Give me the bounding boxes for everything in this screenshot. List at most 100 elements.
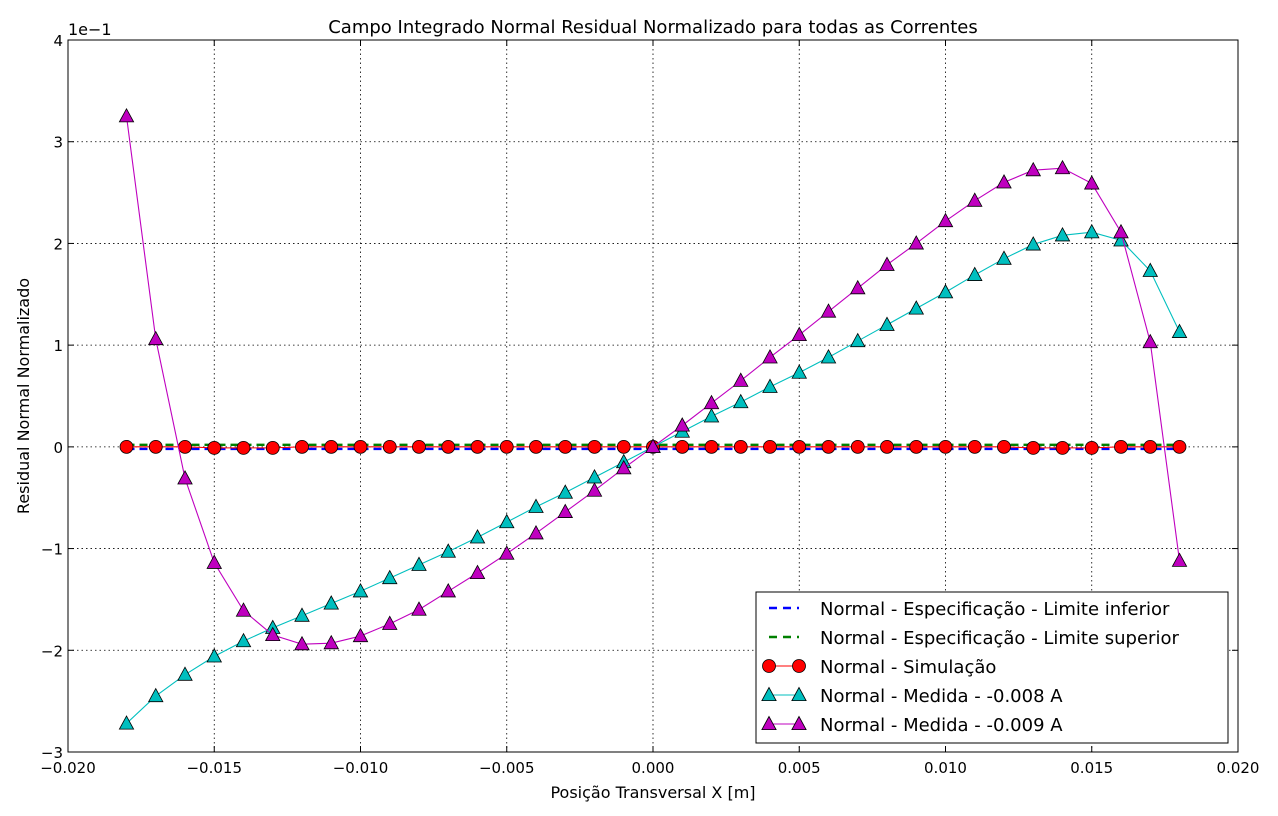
data-point [1143, 439, 1158, 454]
data-point [792, 439, 807, 454]
data-point [1114, 439, 1128, 454]
data-point [820, 349, 837, 364]
data-point [1113, 232, 1129, 247]
data-point [469, 564, 486, 580]
legend-label: Normal - Simulação [820, 657, 996, 678]
data-point [732, 393, 749, 409]
data-point [528, 524, 544, 540]
data-point [381, 615, 398, 630]
data-point [294, 607, 310, 622]
data-point [382, 439, 397, 454]
x-tick-label: −0.020 [40, 759, 96, 777]
data-point [265, 440, 280, 455]
series-2 [119, 439, 1187, 455]
data-point [586, 482, 603, 497]
y-tick-label: 3 [53, 134, 63, 152]
legend-label: Normal - Medida - -0.008 A [820, 686, 1063, 707]
data-point [908, 235, 925, 250]
x-tick-label: −0.005 [479, 759, 535, 777]
data-point [207, 440, 222, 455]
data-point [849, 332, 866, 348]
data-point [498, 545, 515, 560]
data-point [791, 326, 808, 341]
data-point [996, 174, 1012, 189]
x-tick-label: 0.005 [778, 759, 821, 777]
legend-marker [791, 715, 807, 731]
data-point [412, 439, 426, 454]
data-point [440, 543, 457, 558]
data-point [996, 250, 1012, 265]
data-point [1054, 159, 1071, 175]
x-tick-label: −0.010 [333, 759, 389, 777]
data-point [236, 440, 251, 455]
legend-marker [792, 659, 806, 673]
x-tick-label: −0.015 [186, 759, 242, 777]
data-point [353, 439, 368, 454]
data-point [352, 582, 369, 598]
data-point [674, 417, 691, 432]
data-point [119, 439, 134, 454]
data-point [470, 439, 485, 454]
data-point [411, 601, 427, 616]
data-point [821, 439, 836, 454]
legend-marker [762, 659, 776, 673]
data-point [703, 408, 720, 423]
legend-marker [791, 686, 807, 702]
data-point [177, 666, 193, 681]
data-point [849, 279, 866, 295]
legend-marker [761, 686, 777, 702]
data-point [1055, 440, 1070, 455]
x-tick-label: 0.000 [632, 759, 675, 777]
data-point [703, 394, 720, 410]
y-tick-label: −3 [41, 744, 63, 762]
legend-label: Normal - Medida - -0.009 A [820, 715, 1063, 736]
data-point [235, 632, 252, 648]
data-point [381, 569, 398, 585]
data-point [558, 439, 573, 454]
y-tick-label: 2 [53, 235, 63, 253]
data-point [323, 595, 340, 610]
data-point [997, 439, 1011, 454]
data-point [908, 300, 925, 315]
data-point [440, 582, 457, 598]
data-point [1025, 161, 1042, 177]
data-point [295, 439, 309, 454]
data-point [879, 256, 895, 271]
data-point [323, 634, 340, 650]
data-point [763, 439, 777, 454]
data-point [967, 439, 982, 454]
data-point [264, 626, 281, 642]
data-point [879, 316, 895, 331]
data-point [206, 648, 223, 663]
data-point [1084, 440, 1099, 455]
data-point [675, 439, 690, 454]
series-layer [118, 107, 1188, 730]
legend-label: Normal - Especificação - Limite superior [820, 628, 1179, 649]
x-tick-label: 0.010 [924, 759, 967, 777]
data-point [820, 303, 837, 318]
plot-frame [67, 39, 1239, 753]
data-point [937, 212, 954, 228]
data-point [704, 439, 719, 454]
data-point [791, 364, 808, 379]
data-point [148, 439, 163, 454]
y-tick-label: 1 [53, 337, 63, 355]
data-point [557, 484, 574, 499]
data-point [937, 283, 954, 299]
data-point [324, 439, 339, 454]
y-tick-label: 4 [53, 32, 63, 50]
data-point [645, 438, 661, 453]
data-point [528, 498, 544, 513]
y-scale-label: 1e−1 [68, 20, 112, 39]
y-tick-label: −1 [41, 541, 63, 559]
data-point [557, 503, 574, 518]
data-point [1113, 223, 1129, 239]
data-point [732, 372, 749, 387]
legend-box [755, 591, 1229, 744]
axis-ticks: −0.020 −0.015 −0.010 −0.005 0.000 0.005 0.010 0… [40, 32, 1259, 777]
data-point [118, 715, 135, 730]
x-tick-label: 0.015 [1070, 759, 1113, 777]
data-point [1142, 262, 1159, 277]
data-point [294, 635, 310, 651]
